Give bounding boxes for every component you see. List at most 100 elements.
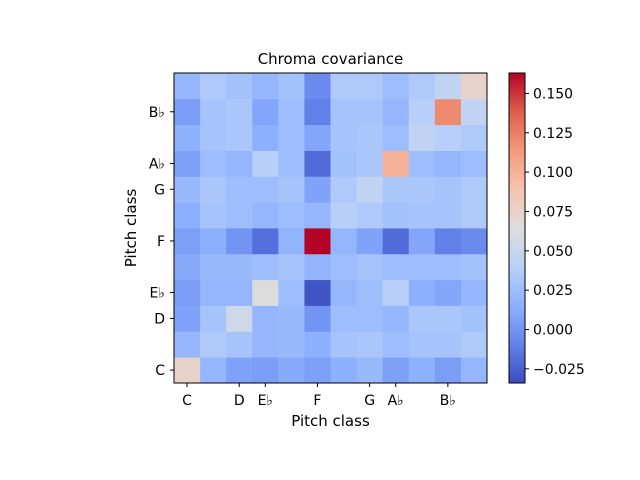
heatmap-cell [408,150,436,177]
colorbar-segment [509,113,525,116]
colorbar-segment [509,300,525,304]
colorbar-segment [509,158,525,161]
heatmap-cell [330,305,357,332]
colorbar-segment [509,205,525,209]
colorbar-segment [509,288,525,291]
colorbar-segment [509,143,525,146]
heatmap-cell [252,228,279,255]
heatmap-cell [408,305,436,332]
heatmap-cell [278,176,305,203]
colorbar-segment [509,88,525,91]
colorbar-segment [509,283,525,286]
colorbar-segment [509,110,525,114]
colorbar-segment [509,318,525,321]
heatmap-cell [304,253,331,281]
heatmap-cell [174,202,201,229]
heatmap-cell [200,73,227,100]
colorbar-segment [509,105,525,109]
heatmap-cell [200,176,227,203]
heatmap-cell [200,228,227,255]
colorbar-segment [509,140,525,144]
heatmap-cell [226,124,253,151]
heatmap-cell [382,176,410,203]
heatmap-cell [252,279,279,306]
y-axis-label: Pitch class [122,189,140,268]
colorbar-segment [509,363,525,366]
colorbar-segment [509,220,525,224]
colorbar-segment [509,285,525,289]
x-tick-label: D [234,393,245,409]
heatmap-cell [434,357,462,384]
heatmap-cell [200,150,227,177]
heatmap-cell [460,202,488,229]
heatmap-cell [408,202,436,229]
colorbar-segment [509,303,525,306]
heatmap-cell [330,279,357,306]
heatmap-cell [252,331,279,358]
heatmap-cell [174,253,201,281]
heatmap-cell [408,73,436,100]
colorbar-segment [509,328,525,331]
colorbar-segment [509,155,525,159]
colorbar-segment [509,175,525,179]
heatmap-cell [278,331,305,358]
colorbar-ticks: −0.025 0.000 0.025 0.050 0.075 0.100 0.125 0.15… [525,86,585,378]
colorbar-segment [509,310,525,314]
heatmap-cell [434,98,462,126]
heatmap-cell [200,124,227,151]
heatmap-cell [356,253,384,281]
heatmap-cell [174,98,201,126]
heatmap-cell [434,176,462,203]
heatmap-cell [174,331,201,358]
heatmap-cell [200,357,227,384]
colorbar-segment [509,315,525,319]
colorbar-segment [509,118,525,121]
heatmap-cell [252,305,279,332]
heatmap-cell [460,176,488,203]
colorbar-segment [509,313,525,316]
heatmap-cell [278,202,305,229]
colorbar-segment [509,370,525,374]
heatmap-cell [382,331,410,358]
heatmap-cell [356,279,384,306]
heatmap-cell [278,253,305,281]
heatmap-cell [174,279,201,306]
heatmap-cell [356,305,384,332]
heatmap-cell [330,253,357,281]
heatmap-cell [356,73,384,100]
colorbar-segment [509,235,525,239]
colorbar-segment [509,223,525,226]
heatmap-cell [304,150,331,177]
colorbar-segment [509,163,525,166]
colorbar-segment [509,208,525,211]
heatmap-cell [382,202,410,229]
heatmap-cell [278,357,305,384]
heatmap-cell [304,73,331,100]
colorbar-segment [509,255,525,259]
x-tick-label: B♭ [440,393,456,409]
colorbar-segment [509,115,525,119]
colorbar-segment [509,75,525,79]
x-tick-label: G [364,393,375,409]
heatmap-cell [382,279,410,306]
y-axis-ticks: C D E♭ F G A♭ B♭ [149,105,174,379]
x-tick-label: C [182,393,192,409]
heatmap-cell [408,98,436,126]
colorbar-segment [509,343,525,346]
heatmap-cell [330,202,357,229]
heatmap-cell [304,331,331,358]
heatmap-cell [304,228,331,255]
colorbar-segment [509,375,525,379]
heatmap-cell [174,124,201,151]
colorbar-segment [509,98,525,101]
heatmap-cell [460,305,488,332]
heatmap-cell [226,253,253,281]
colorbar-segment [509,345,525,349]
heatmap-cell [174,176,201,203]
colorbar-segment [509,133,525,136]
heatmap-cell [356,202,384,229]
y-tick-label: C [155,363,165,379]
heatmap-cell [200,202,227,229]
heatmap-cell [330,357,357,384]
heatmap-cell [382,150,410,177]
